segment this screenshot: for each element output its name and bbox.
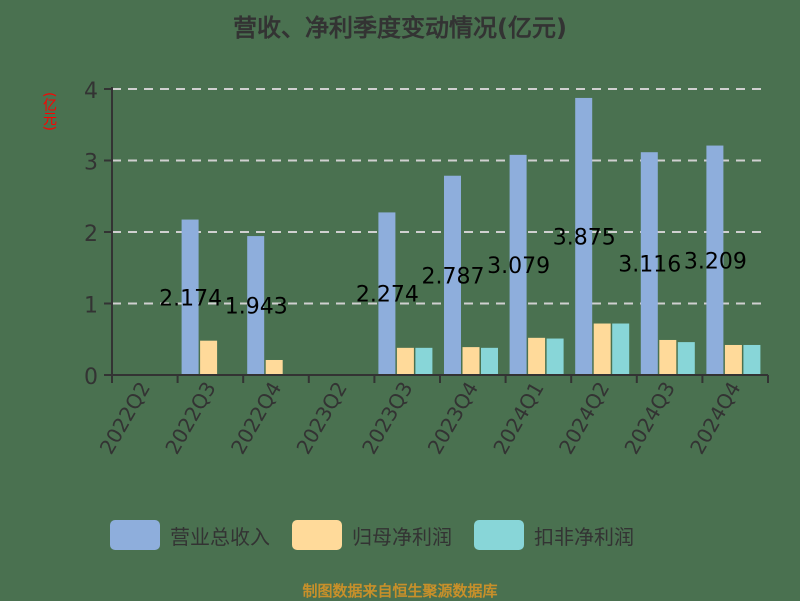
x-tick-label: 2024Q4 <box>685 378 745 459</box>
x-tick-label: 2023Q3 <box>357 378 417 459</box>
y-tick-label: 4 <box>84 79 98 104</box>
bar <box>659 339 677 375</box>
bar <box>444 175 461 375</box>
bar <box>640 152 658 375</box>
bar <box>677 342 695 375</box>
data-label: 2.787 <box>422 264 485 289</box>
legend-item-deducted-net-profit[interactable]: 扣非净利润 <box>474 520 634 550</box>
bar <box>181 219 199 375</box>
bar <box>509 154 527 375</box>
legend: 营业总收入 归母净利润 扣非净利润 <box>110 520 656 550</box>
bar <box>378 212 396 375</box>
y-tick-label: 0 <box>84 365 98 390</box>
x-tick-label: 2022Q3 <box>160 378 220 459</box>
x-tick-label: 2024Q3 <box>619 378 679 459</box>
bar <box>415 347 433 375</box>
legend-swatch-revenue <box>110 520 160 550</box>
legend-item-revenue[interactable]: 营业总收入 <box>110 520 270 550</box>
x-tick-label: 2022Q2 <box>95 378 155 459</box>
bar <box>724 344 742 375</box>
x-tick-label: 2022Q4 <box>226 378 286 459</box>
bar <box>546 338 564 375</box>
data-label: 2.174 <box>159 286 222 311</box>
bar <box>743 344 761 375</box>
bar <box>396 347 414 375</box>
bar <box>706 145 724 375</box>
x-tick-label: 2024Q1 <box>488 378 548 459</box>
data-source-footer: 制图数据来自恒生聚源数据库 <box>302 582 498 600</box>
bar <box>200 340 218 375</box>
bar <box>247 236 265 375</box>
bar <box>593 323 611 375</box>
bar <box>612 323 630 375</box>
legend-swatch-net-profit <box>292 520 342 550</box>
data-label: 3.875 <box>553 225 616 250</box>
bar <box>528 337 546 375</box>
legend-item-net-profit[interactable]: 归母净利润 <box>292 520 452 550</box>
legend-label: 营业总收入 <box>170 524 270 549</box>
x-tick-label: 2023Q4 <box>423 378 483 459</box>
bar <box>575 97 593 375</box>
bar <box>265 359 283 375</box>
legend-label: 归母净利润 <box>352 524 452 549</box>
data-label: 3.116 <box>618 253 681 278</box>
chart-title: 营收、净利季度变动情况(亿元) <box>233 14 567 42</box>
x-tick-label: 2024Q2 <box>554 378 614 459</box>
y-tick-label: 2 <box>84 222 98 247</box>
data-label: 3.079 <box>487 254 550 279</box>
bar <box>462 347 480 375</box>
data-label: 2.274 <box>356 283 419 308</box>
data-label: 1.943 <box>225 295 288 320</box>
bar <box>481 347 498 375</box>
data-label: 3.209 <box>684 249 747 274</box>
y-tick-label: 3 <box>84 151 98 176</box>
y-axis-unit-label: (亿元) <box>41 92 57 131</box>
x-tick-label: 2023Q2 <box>291 378 351 459</box>
legend-swatch-deducted-net-profit <box>474 520 524 550</box>
legend-label: 扣非净利润 <box>534 524 634 549</box>
y-tick-label: 1 <box>84 294 98 319</box>
